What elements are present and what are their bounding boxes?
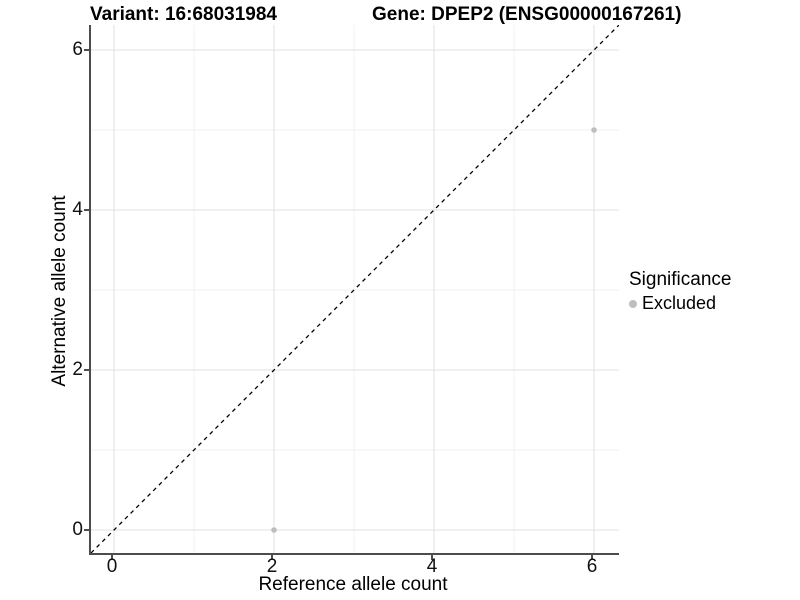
y-axis-tick bbox=[84, 529, 89, 531]
x-tick-label: 0 bbox=[106, 556, 118, 577]
legend-entry-label: Excluded bbox=[642, 293, 717, 313]
x-axis-title: Reference allele count bbox=[258, 574, 448, 595]
plot-panel bbox=[89, 25, 619, 555]
data-point bbox=[271, 527, 277, 533]
x-tick-label: 4 bbox=[426, 556, 438, 577]
y-tick-label: 0 bbox=[72, 519, 83, 540]
plot-title-gene: Gene: DPEP2 (ENSG00000167261) bbox=[372, 4, 682, 25]
y-axis-tick bbox=[84, 369, 89, 371]
identity-dashed-line bbox=[91, 25, 619, 553]
y-tick-label: 4 bbox=[72, 199, 83, 220]
y-tick-label: 2 bbox=[72, 359, 83, 380]
legend-title: Significance bbox=[629, 269, 732, 290]
legend: Significance Excluded bbox=[629, 269, 731, 314]
legend-key-dot-icon bbox=[629, 299, 637, 308]
y-tick-label: 6 bbox=[72, 39, 83, 60]
plot-title-variant: Variant: 16:68031984 bbox=[90, 4, 277, 25]
legend-entry: Excluded bbox=[629, 293, 731, 314]
y-axis-title: Alternative allele count bbox=[49, 195, 70, 387]
x-axis-tick bbox=[111, 555, 113, 560]
y-axis-tick bbox=[84, 49, 89, 51]
x-axis-tick bbox=[591, 555, 593, 560]
x-axis-tick bbox=[271, 555, 273, 560]
x-tick-label: 6 bbox=[586, 556, 598, 577]
chart-svg bbox=[91, 25, 619, 553]
x-tick-label: 2 bbox=[266, 556, 278, 577]
x-axis-tick bbox=[431, 555, 433, 560]
y-axis-tick bbox=[84, 209, 89, 211]
data-point bbox=[591, 127, 597, 133]
